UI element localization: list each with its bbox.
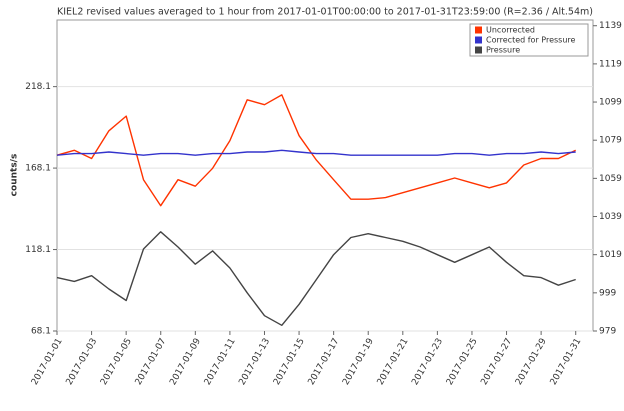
chart-title: KIEL2 revised values averaged to 1 hour …	[57, 7, 593, 18]
y2-tick-label: 1019	[599, 250, 622, 260]
x-tick-label: 2017-01-13	[237, 337, 272, 387]
y-axis-label: counts/s	[10, 154, 20, 197]
x-tick-label: 2017-01-07	[134, 337, 169, 387]
plot-area	[56, 19, 594, 332]
x-tick-label: 2017-01-03	[65, 337, 100, 387]
y-tick-label: 168.1	[25, 164, 51, 174]
legend-label: Corrected for Pressure	[486, 36, 576, 45]
x-tick-label: 2017-01-15	[272, 337, 307, 387]
y2-tick-label: 979	[599, 327, 616, 337]
y2-tick-label: 1039	[599, 212, 622, 222]
series-line	[56, 149, 576, 156]
y2-tick-label: 1119	[599, 59, 622, 69]
x-tick-label: 2017-01-05	[99, 337, 134, 387]
series-line	[56, 231, 576, 326]
legend-box	[469, 23, 589, 57]
x-tick-label: 2017-01-01	[30, 337, 65, 387]
y2-tick-label: 999	[599, 288, 616, 298]
x-tick-label: 2017-01-21	[376, 337, 411, 387]
y2-tick-label: 1139	[599, 21, 622, 31]
y2-tick-label: 1099	[599, 98, 622, 108]
x-tick-label: 2017-01-29	[514, 337, 549, 388]
x-tick-label: 2017-01-11	[203, 337, 238, 387]
x-tick-label: 2017-01-25	[445, 337, 480, 387]
x-tick-label: 2017-01-31	[549, 337, 584, 387]
legend-swatch	[475, 46, 482, 54]
series-line	[56, 94, 576, 207]
legend-label: Uncorrected	[486, 26, 535, 35]
y-tick-label: 118.1	[25, 245, 51, 255]
x-tick-label: 2017-01-27	[479, 337, 514, 387]
x-tick-label: 2017-01-23	[410, 337, 445, 387]
legend-label: Pressure	[486, 46, 520, 55]
y2-tick-label: 1059	[599, 174, 622, 184]
legend-swatch	[475, 36, 482, 44]
x-tick-label: 2017-01-19	[341, 337, 376, 388]
x-tick-label: 2017-01-17	[307, 337, 342, 387]
y2-tick-label: 1079	[599, 136, 622, 146]
y-tick-label: 218.1	[25, 82, 51, 92]
x-tick-label: 2017-01-09	[168, 337, 203, 388]
legend-swatch	[475, 26, 482, 34]
y-tick-label: 68.1	[31, 327, 51, 337]
